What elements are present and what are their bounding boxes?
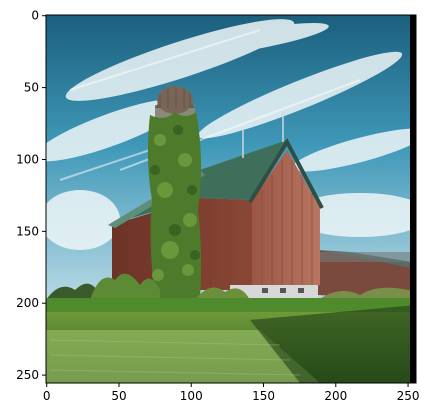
shed — [318, 250, 413, 300]
x-tick-label: 150 — [252, 389, 275, 403]
right-edge — [410, 15, 416, 383]
x-axis: 0 50 100 150 200 250 — [43, 383, 420, 403]
y-tick-label: 250 — [16, 368, 39, 382]
y-tick-label: 0 — [31, 9, 39, 23]
y-axis: 0 50 100 150 200 250 — [16, 9, 46, 382]
photo — [46, 15, 416, 383]
x-tick-label: 50 — [111, 389, 126, 403]
x-tick-label: 200 — [324, 389, 347, 403]
axes-frame — [45, 14, 417, 384]
clouds — [46, 19, 416, 250]
y-tick-label: 50 — [24, 81, 39, 95]
x-tick-label: 100 — [180, 389, 203, 403]
y-tick-label: 100 — [16, 152, 39, 166]
y-tick-label: 200 — [16, 296, 39, 310]
lawn-sunlit — [46, 330, 320, 383]
x-tick-label: 0 — [43, 389, 51, 403]
silo — [147, 86, 202, 305]
y-tick-label: 150 — [16, 224, 39, 238]
x-tick-label: 250 — [397, 389, 420, 403]
lawn-shadow — [250, 305, 416, 383]
green-band — [46, 298, 416, 316]
